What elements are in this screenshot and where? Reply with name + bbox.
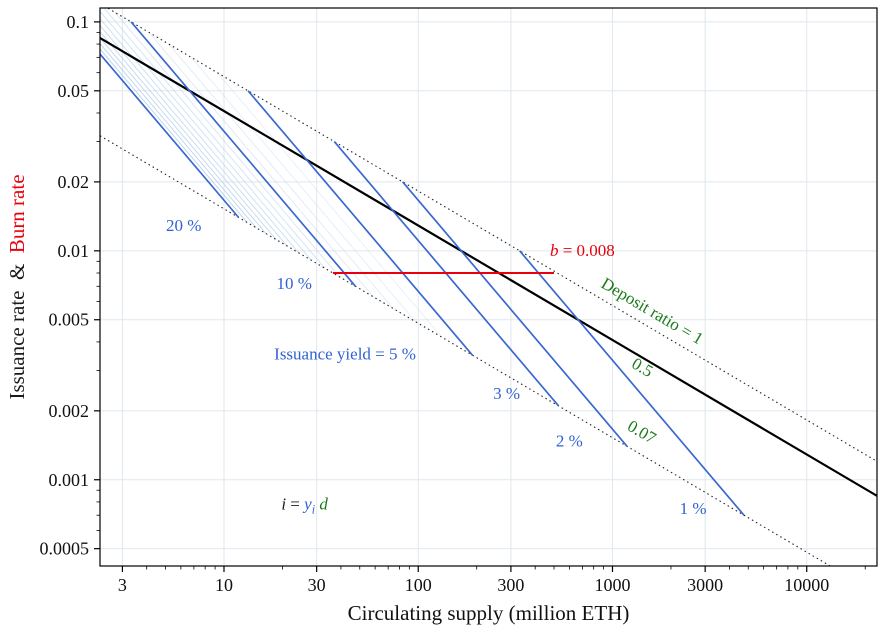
x-tick-label-1000: 1000 (594, 575, 630, 595)
yield-fan-line-0.07 (190, 57, 417, 323)
annotation-deposit-ratio-1: Deposit ratio = 1 (598, 274, 707, 349)
yield-line-10pct (130, 21, 357, 287)
x-tick-label-30: 30 (308, 575, 326, 595)
annotation-deposit-ratio-0p5: 0.5 (628, 354, 656, 381)
annotation-deposit-ratio-0p07: 0.07 (624, 416, 660, 448)
yield-line-1pct (518, 250, 745, 516)
annotation-yield-3: 3 % (493, 384, 520, 403)
annotation-formula: i = yi d (281, 495, 328, 517)
y-axis-label: Issuance rate & Burn rate (5, 174, 29, 399)
yield-fan-line-0.18 (100, 42, 257, 229)
yield-fan-line-0.11 (114, 12, 340, 278)
yield-fan-line-0.13 (100, 10, 312, 261)
yield-fan-line-0.16 (100, 31, 277, 240)
y-tick-label-0.001: 0.001 (49, 470, 90, 490)
x-axis-label: Circulating supply (million ETH) (348, 601, 630, 625)
annotation-yield-5: Issuance yield = 5 % (274, 345, 416, 364)
x-tick-label-100: 100 (405, 575, 432, 595)
x-tick-label-3: 3 (118, 575, 127, 595)
annotation-yield-1: 1 % (680, 499, 707, 518)
x-tick-label-3000: 3000 (687, 575, 723, 595)
yield-fan-line-0.12 (103, 8, 326, 269)
y-tick-label-0.1: 0.1 (67, 12, 90, 32)
yield-line-2pct (402, 181, 628, 447)
x-tick-label-300: 300 (497, 575, 524, 595)
y-tick-label-0.002: 0.002 (49, 401, 90, 421)
deposit-line-1 (106, 8, 877, 462)
yield-fan-line-0.19 (100, 48, 248, 223)
deposit-line-0.07 (100, 135, 832, 566)
yield-fan-line-0.08 (168, 43, 394, 309)
yield-fan-line-0.17 (100, 37, 267, 234)
y-tick-label-0.005: 0.005 (49, 310, 90, 330)
y-tick-label-0.0005: 0.0005 (40, 539, 90, 559)
yield-fan-line-0.14 (100, 17, 300, 254)
annotation-yield-20: 20 % (166, 216, 201, 235)
deposit-line-0.5 (100, 37, 877, 497)
annotation-yield-10: 10 % (277, 274, 312, 293)
x-tick-label-10: 10 (215, 575, 233, 595)
y-tick-label-0.05: 0.05 (58, 81, 90, 101)
yield-fan-line-0.06 (216, 72, 443, 338)
yield-line-20pct (100, 52, 240, 218)
x-tick-label-10000: 10000 (784, 575, 829, 595)
yield-line-5pct (247, 90, 474, 356)
yield-fan-line-0.09 (148, 32, 374, 298)
y-tick-label-0.02: 0.02 (58, 172, 90, 192)
yield-fan-line-0.15 (100, 24, 288, 247)
plot-area (100, 8, 877, 566)
y-tick-label-0.01: 0.01 (58, 241, 90, 261)
annotation-burn-label: b = 0.008 (550, 241, 615, 260)
plot-frame (99, 7, 878, 567)
annotation-yield-2: 2 % (556, 431, 583, 450)
